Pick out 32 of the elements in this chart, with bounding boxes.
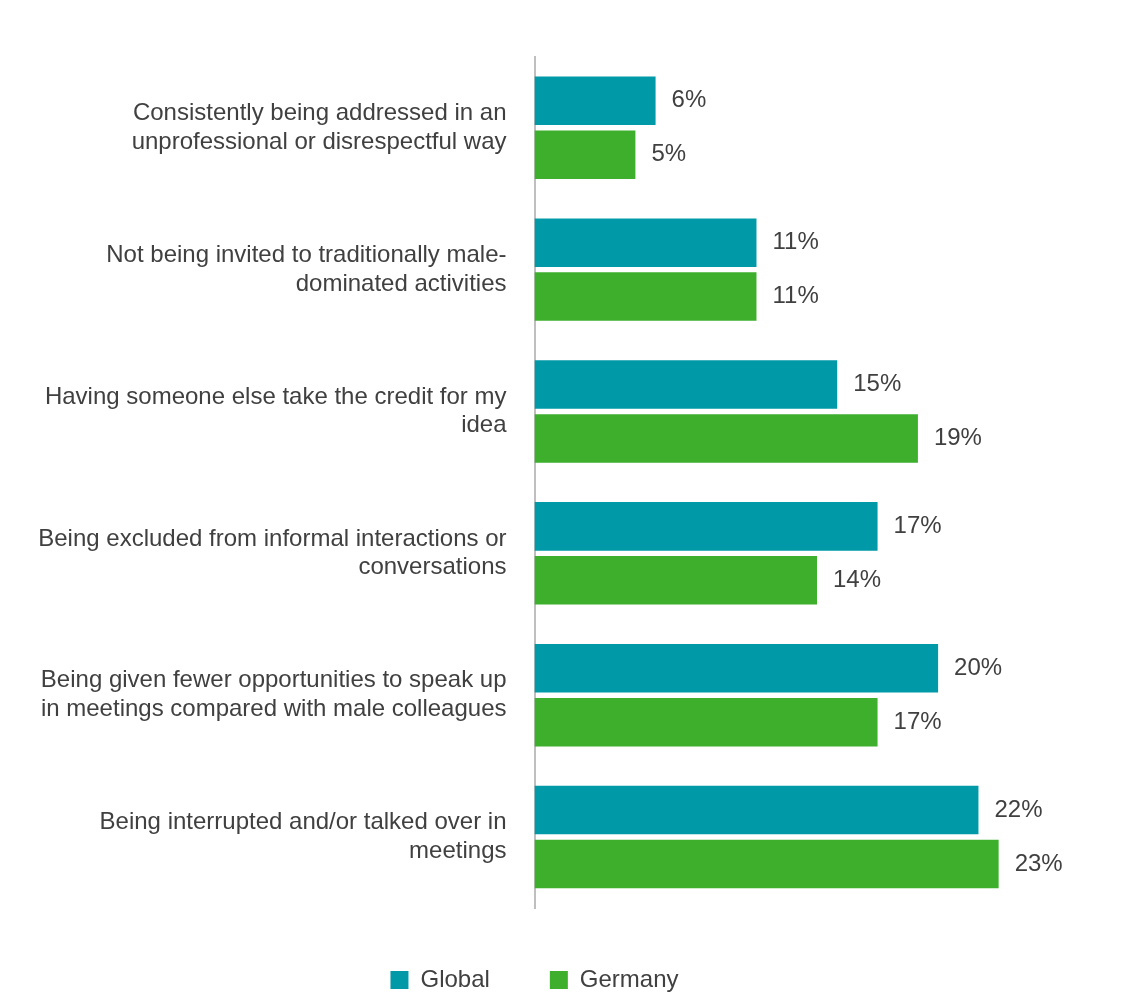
data-label: 6% — [671, 85, 707, 113]
y-tick-label: Being excluded from informal interactions or conversations — [38, 523, 507, 580]
bar — [534, 272, 757, 321]
y-tick-label: Being given fewer opportunities to speak up in meetings compared with male colleagues — [40, 665, 507, 722]
bar — [534, 360, 838, 409]
bar — [534, 785, 979, 835]
y-tick-label: Being interrupted and/or talked over in meetings — [99, 807, 507, 864]
data-label: 23% — [1014, 848, 1063, 876]
legend-label: Germany — [579, 964, 679, 992]
data-label: 19% — [933, 423, 982, 451]
bar — [534, 130, 636, 179]
data-label: 22% — [994, 794, 1043, 822]
data-label: 17% — [893, 511, 942, 538]
y-tick-label: Having someone else take the credit for my idea — [44, 381, 508, 438]
data-label: 11% — [772, 227, 819, 255]
bar — [534, 839, 999, 889]
bar — [534, 76, 656, 126]
bar — [534, 643, 939, 693]
y-tick-label: Consistently being addressed in an unprofessional or disrespectful way — [131, 97, 507, 154]
bar — [534, 556, 818, 605]
legend-label: Global — [420, 964, 490, 992]
data-label: 14% — [833, 564, 882, 592]
data-label: 5% — [651, 139, 687, 167]
bar — [534, 502, 878, 551]
bar — [534, 414, 918, 463]
y-tick-label: Not being invited to traditionally male-dominated activities — [106, 239, 507, 296]
bar — [534, 697, 878, 747]
bar — [534, 218, 757, 267]
data-label: 17% — [893, 706, 942, 734]
data-label: 11% — [772, 281, 819, 309]
data-label: 15% — [853, 369, 902, 397]
data-label: 20% — [954, 652, 1003, 680]
